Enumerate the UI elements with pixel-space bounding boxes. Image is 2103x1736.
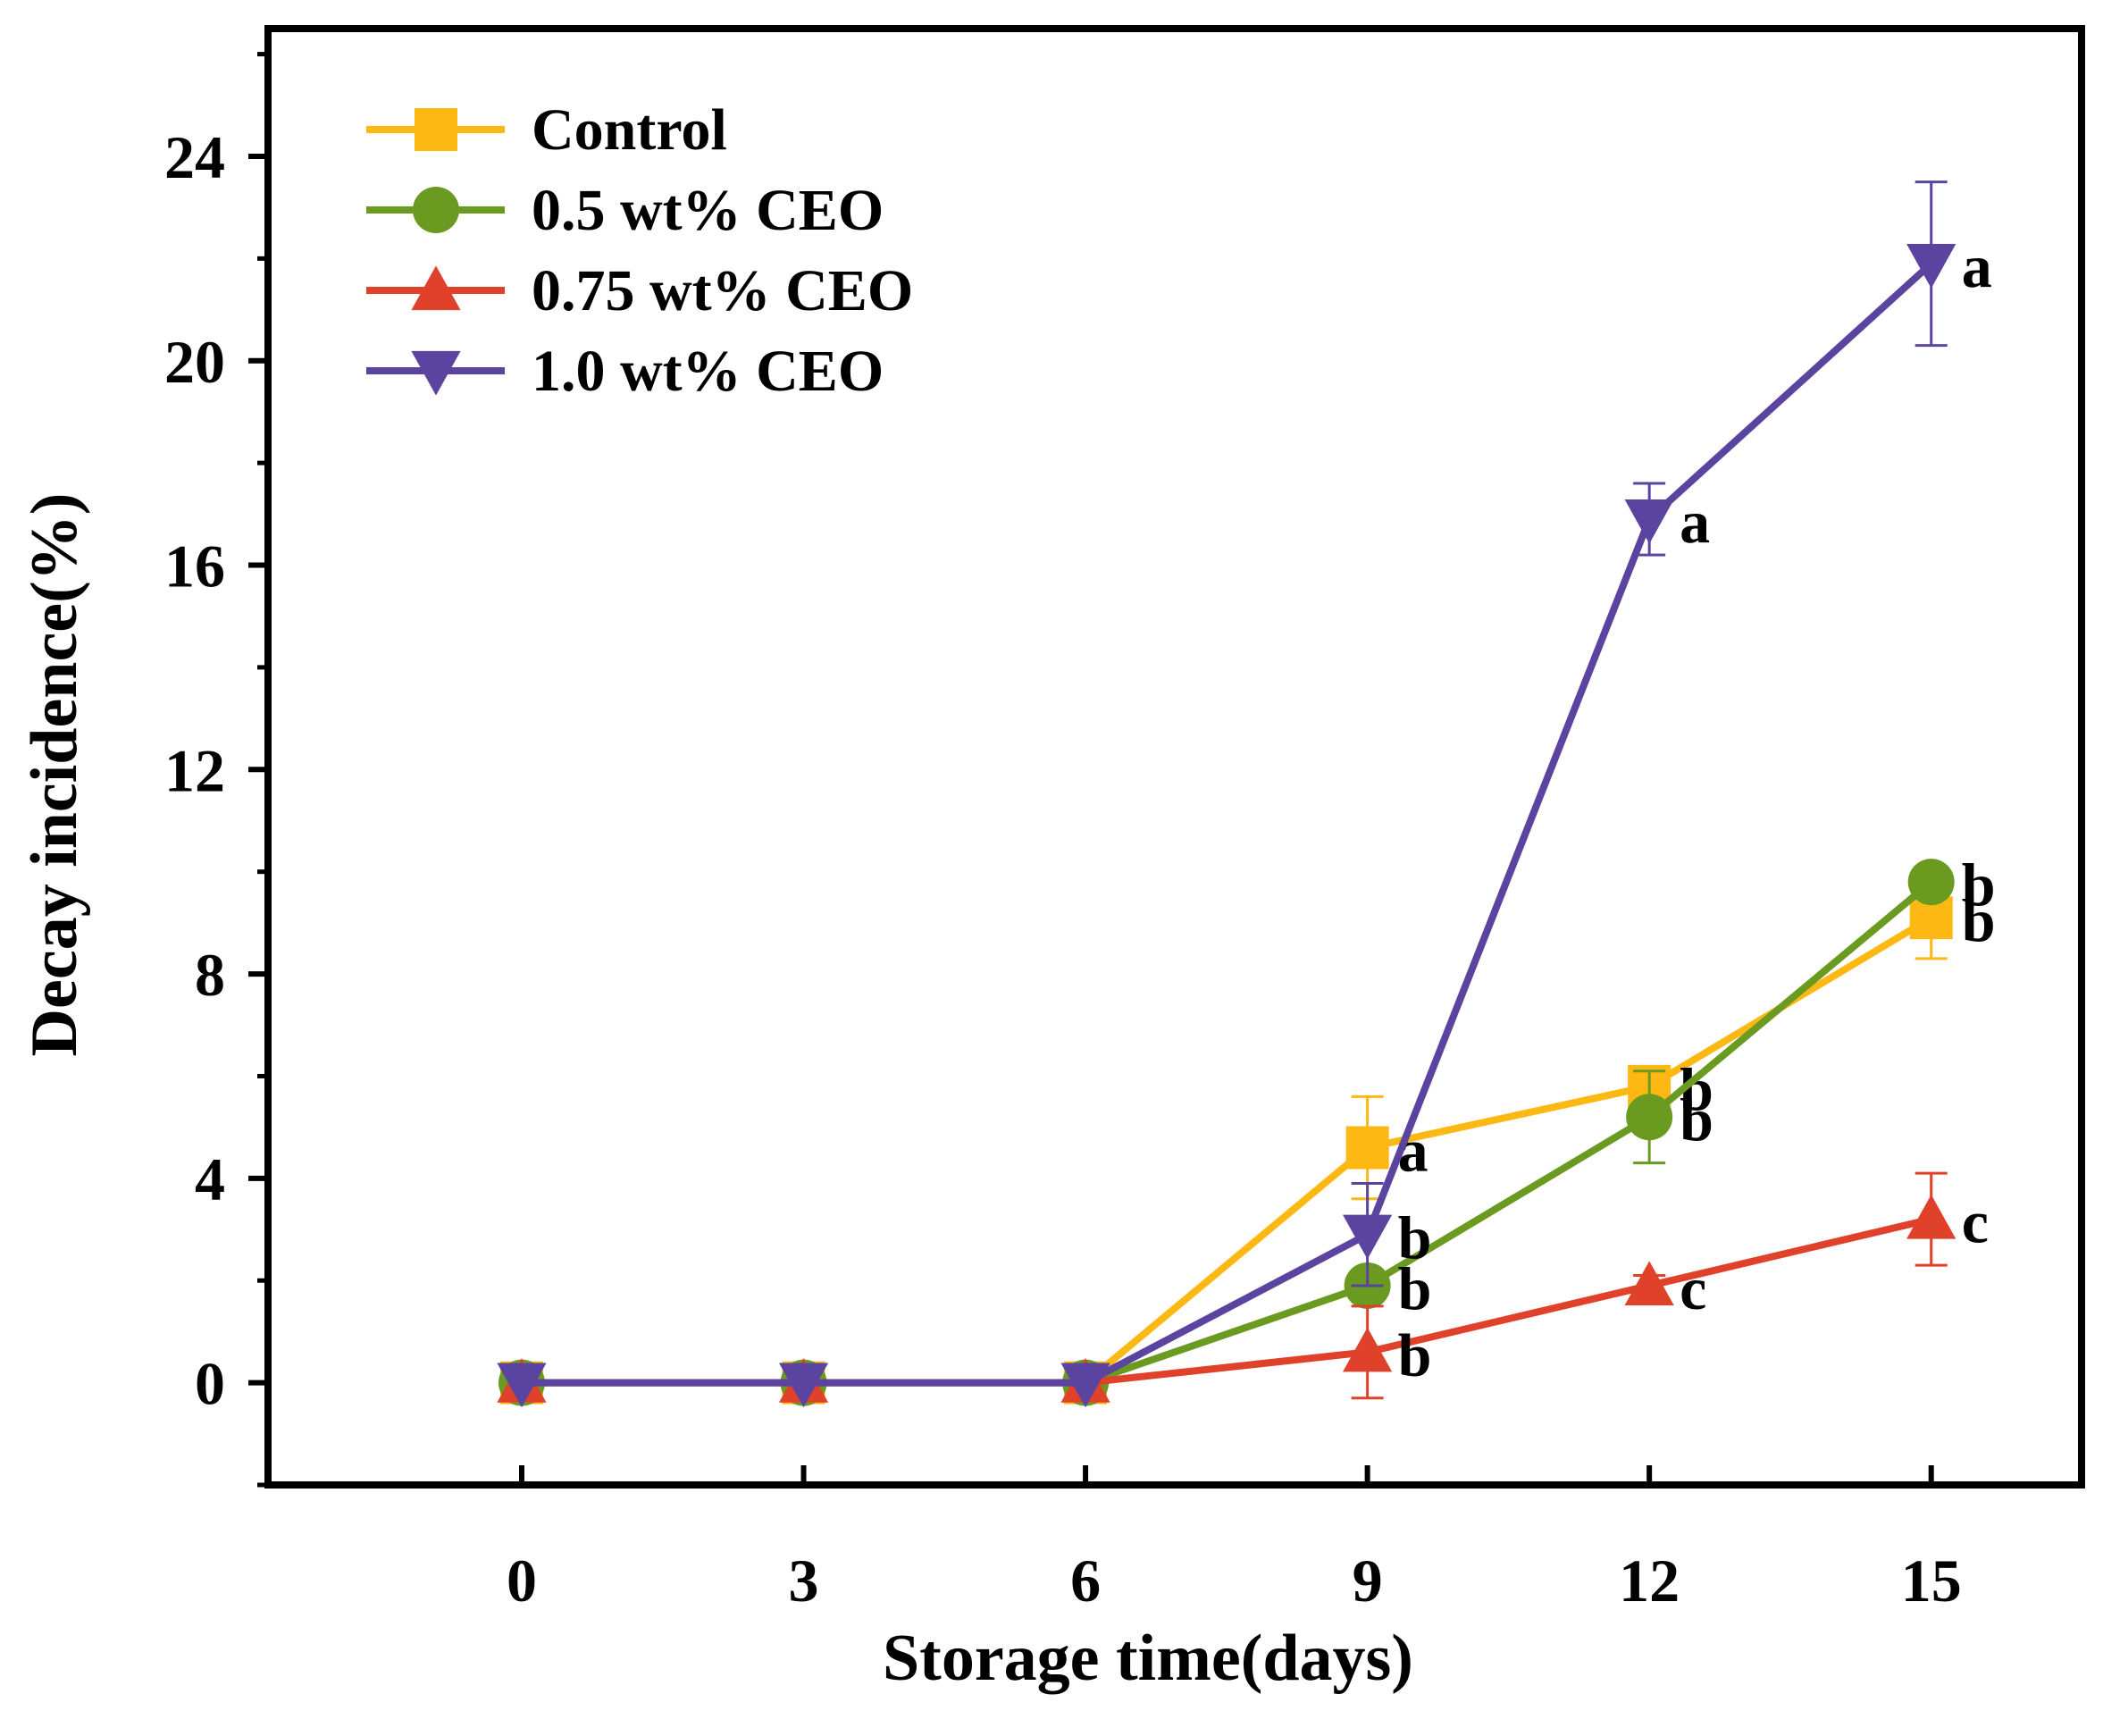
x-axis-title: Storage time(days) xyxy=(883,1622,1413,1695)
significance-label: b xyxy=(1680,1086,1713,1153)
significance-label: c xyxy=(1680,1254,1706,1322)
x-tick-label: 3 xyxy=(789,1547,819,1614)
legend-item: 0.5 wt% CEO xyxy=(366,178,884,243)
x-tick-label: 0 xyxy=(507,1547,537,1614)
series-line xyxy=(521,261,1934,1387)
legend-label: 1.0 wt% CEO xyxy=(532,339,884,404)
y-tick-label: 0 xyxy=(195,1350,225,1418)
legend: Control 0.5 wt% CEO 0.75 wt% CEO 1.0 wt% CE… xyxy=(366,97,913,404)
data-point xyxy=(1343,1327,1393,1372)
legend-item: 0.75 wt% CEO xyxy=(366,258,913,323)
significance-label: b xyxy=(1962,851,1996,918)
legend-label: 0.5 wt% CEO xyxy=(532,178,884,243)
significance-label: b xyxy=(1398,1254,1432,1322)
significance-label: b xyxy=(1398,1321,1432,1388)
data-point xyxy=(1906,1194,1956,1239)
data-point xyxy=(1626,1094,1673,1141)
series-2: b c c xyxy=(497,1171,1989,1403)
data-point xyxy=(1907,859,1955,906)
legend-marker xyxy=(411,265,461,311)
legend-marker xyxy=(413,187,459,233)
legend-label: 0.75 wt% CEO xyxy=(532,258,913,323)
legend-item: 1.0 wt% CEO xyxy=(366,339,884,404)
x-tick-label: 15 xyxy=(1901,1547,1962,1614)
legend-marker xyxy=(411,350,461,396)
x-tick-label: 12 xyxy=(1619,1547,1680,1614)
data-point xyxy=(1624,499,1674,544)
significance-label: c xyxy=(1962,1188,1989,1256)
significance-label: b xyxy=(1398,1203,1432,1271)
y-axis-title: Decay incidence(%) xyxy=(18,493,91,1057)
y-tick-label: 8 xyxy=(195,941,225,1009)
x-tick-label: 6 xyxy=(1070,1547,1101,1614)
legend-label: Control xyxy=(532,97,727,163)
y-tick-label: 20 xyxy=(164,328,225,396)
axes-layer: 0 4 8 12 16 20 24 0 3 6 9 12 15 xyxy=(164,25,2085,1614)
data-point xyxy=(1906,244,1956,289)
data-point xyxy=(778,1363,829,1408)
y-tick-label: 4 xyxy=(195,1145,225,1213)
y-tick-label: 16 xyxy=(164,533,225,600)
plot-frame xyxy=(264,25,2085,1489)
significance-label: a xyxy=(1680,488,1710,556)
data-point xyxy=(1343,1214,1393,1260)
significance-label: a xyxy=(1962,232,1992,300)
y-tick-label: 12 xyxy=(164,736,225,804)
y-tick-label: 24 xyxy=(164,123,225,191)
series-line xyxy=(521,914,1933,1387)
data-point xyxy=(497,1363,547,1408)
data-point xyxy=(1345,1126,1389,1170)
significance-label: b xyxy=(1962,886,1996,954)
x-tick-label: 9 xyxy=(1353,1547,1383,1614)
series-3: b a a xyxy=(497,180,1992,1408)
legend-item: Control xyxy=(366,97,727,163)
data-point xyxy=(1624,1261,1674,1306)
data-point xyxy=(1060,1363,1110,1408)
series-1: bbb xyxy=(498,851,1996,1406)
series-line xyxy=(521,1215,1932,1387)
legend-marker xyxy=(415,108,457,151)
